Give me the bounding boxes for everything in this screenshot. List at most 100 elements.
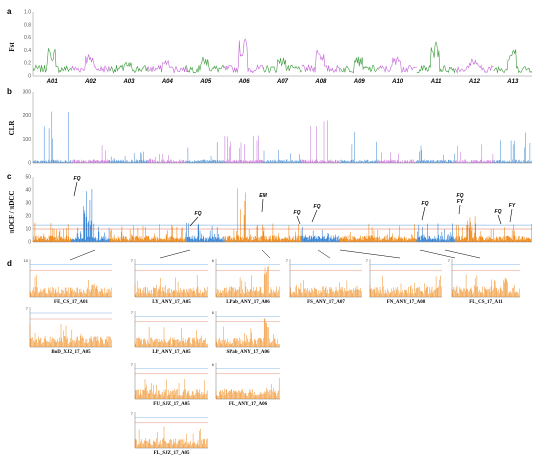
annotation-arrow xyxy=(73,181,78,197)
clr-series-spikes xyxy=(493,132,532,163)
annotation-arrow xyxy=(497,214,502,225)
subplot-ymax-label: 7 xyxy=(131,310,134,315)
peak-annotation: FQ xyxy=(422,201,429,207)
pi-series-bars xyxy=(416,223,455,242)
panel-label: b xyxy=(7,87,12,96)
pi-series-bars xyxy=(493,223,532,242)
subplot: 7 FL_SJZ_17_A05 xyxy=(131,411,208,456)
subplot-title: SPab_ANY_17_A06 xyxy=(226,350,270,355)
subplot-ymax-label: 7 xyxy=(131,411,134,416)
peak-annotation: FY xyxy=(457,199,464,205)
fst-tick-label: 0 xyxy=(28,74,31,80)
subplot-series xyxy=(134,426,208,448)
subplot-ymax-label: 7 xyxy=(131,362,134,367)
pi-series-bars xyxy=(147,224,187,242)
clr-series-spikes xyxy=(224,135,263,163)
subplot-title: LP_ANY_17_A05 xyxy=(152,350,191,355)
chromosome-label: A04 xyxy=(161,79,174,85)
fst-tick-label: 0.8 xyxy=(24,22,31,28)
pi-tick-label: 10 xyxy=(25,227,31,233)
subplot-ymax-label: 7 xyxy=(26,306,29,311)
subplot: 7 FL_CS_17_A11 xyxy=(448,258,520,305)
pi-tick-label: 40 xyxy=(25,188,31,194)
connector-line xyxy=(444,249,481,259)
connector-line xyxy=(261,249,271,259)
chromosome-label: A03 xyxy=(122,79,135,85)
chromosome-label: A01 xyxy=(46,79,59,85)
subplot-series xyxy=(29,324,112,347)
subplot: 7 BoD_XJ2_17_A05 xyxy=(26,306,112,355)
pi-series-bars xyxy=(186,222,225,242)
subplot-title: FS_ANY_17_A07 xyxy=(307,300,345,305)
peak-annotation: EM xyxy=(259,193,267,199)
connector-line xyxy=(69,249,96,261)
fst-series-line xyxy=(454,58,494,74)
peak-annotation: FY xyxy=(509,203,516,209)
fst-ylabel: Fst xyxy=(8,42,16,52)
panel-label: c xyxy=(7,172,12,181)
subplot-series xyxy=(215,266,280,297)
clr-series-spikes xyxy=(147,153,187,163)
subplot-ymax-label: 6 xyxy=(212,362,215,367)
clr-tick-label: 100 xyxy=(23,137,32,143)
clr-series-spikes xyxy=(109,151,148,163)
subplot: 6 LPab_ANY_17_A06 xyxy=(212,258,280,305)
pi-tick-label: 50 xyxy=(25,175,31,181)
pi-series-bars xyxy=(224,188,263,242)
clr-series-spikes xyxy=(378,152,417,163)
chromosome-label: A06 xyxy=(238,79,251,85)
subplot-ymax-label: 7 xyxy=(448,258,451,263)
panel-label: a xyxy=(7,7,12,16)
panel-label: d xyxy=(7,259,12,268)
pi-series-bars xyxy=(301,226,340,242)
subplot-series xyxy=(134,275,208,297)
subplot: 10 FE_CS_17_A01 xyxy=(24,258,112,305)
clr-series-spikes xyxy=(416,145,455,163)
pi-series-bars xyxy=(378,224,417,242)
subplot-ymax-label: 7 xyxy=(286,258,289,263)
subplot-title: LY_ANY_17_A05 xyxy=(152,300,191,305)
clr-ylabel: CLR xyxy=(8,120,16,136)
pi-tick-label: 20 xyxy=(25,214,31,220)
fst-tick-label: 0.4 xyxy=(24,48,31,54)
fst-tick-label: 1.0 xyxy=(24,10,31,16)
chromosome-label: A13 xyxy=(506,79,519,85)
subplot-title: FL_CS_17_A11 xyxy=(469,300,503,305)
clr-series-spikes xyxy=(301,120,340,163)
chromosome-label: A07 xyxy=(276,79,289,85)
connector-line xyxy=(159,249,191,259)
fst-series-line xyxy=(416,41,456,74)
subplot-title: FE_CS_17_A01 xyxy=(54,300,88,305)
subplot: 6 SPab_ANY_17_A06 xyxy=(212,310,280,355)
subplot-series xyxy=(369,275,442,297)
subplot: 7 FS_ANY_17_A07 xyxy=(286,258,362,305)
clr-series-spikes xyxy=(339,131,379,163)
fst-panel: Fst 0 0.2 0.4 0.6 0.8 1.0 A01 A02 A03 A04 A05 A06 A07… xyxy=(8,10,533,85)
fst-series-line xyxy=(147,59,187,74)
connector-line xyxy=(317,249,331,259)
pi-series-bars xyxy=(263,223,302,242)
clr-tick-label: 0 xyxy=(28,161,31,167)
peak-annotation: FQ xyxy=(457,193,464,199)
chromosome-label: A10 xyxy=(391,79,404,85)
fst-series-line xyxy=(378,56,417,73)
subplot-series xyxy=(289,280,362,297)
pi-ylabel: πOCF / πDCC xyxy=(8,191,16,234)
subplot-series xyxy=(134,379,208,399)
subplot-title: FL_SJZ_17_A05 xyxy=(153,451,190,456)
annotation-arrow xyxy=(296,215,301,225)
subplot-ymax-label: 6 xyxy=(212,310,215,315)
subplot-ymax-label: 7 xyxy=(366,258,369,263)
fst-series-line xyxy=(109,61,149,74)
fst-series-line xyxy=(263,57,302,74)
fst-series-line xyxy=(32,48,72,74)
clr-series-spikes xyxy=(263,149,302,163)
subplot-title: FL_ANY_17_A06 xyxy=(229,402,268,407)
annotation-arrow xyxy=(311,209,318,223)
clr-series-spikes xyxy=(186,142,225,163)
pi-series-bars xyxy=(109,225,148,242)
fst-series-line xyxy=(301,49,341,73)
subplot: 7 LY_ANY_17_A05 xyxy=(131,258,208,305)
chromosome-label: A11 xyxy=(430,79,442,85)
